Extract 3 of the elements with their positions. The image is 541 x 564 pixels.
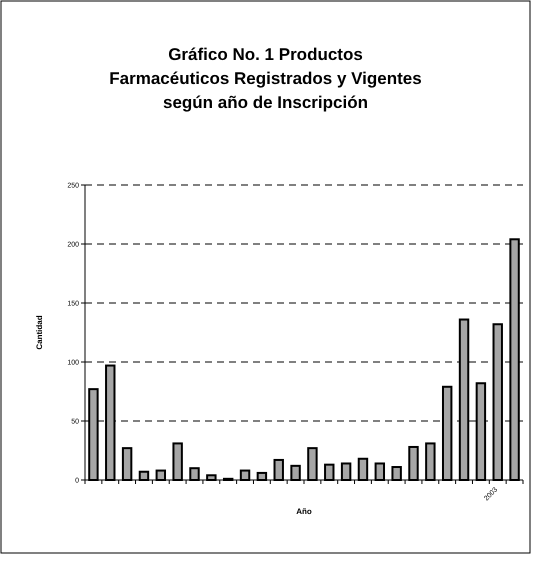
x-axis-title: Año (296, 507, 312, 516)
y-axis-title: Cantidad (35, 315, 44, 350)
chart-title: Gráfico No. 1 Productos Farmacéuticos Registrados y Vigentes según año de Inscripción (109, 45, 422, 112)
